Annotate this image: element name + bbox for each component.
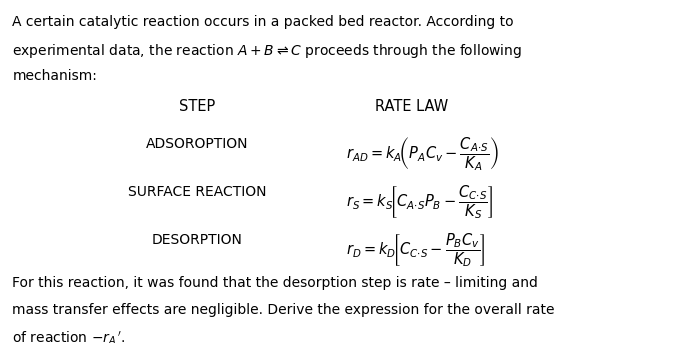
- Text: $r_D = k_D\!\left[C_{C{\cdot}S} - \dfrac{P_B C_v}{K_D}\right]$: $r_D = k_D\!\left[C_{C{\cdot}S} - \dfrac…: [346, 232, 486, 270]
- Text: mechanism:: mechanism:: [12, 69, 98, 83]
- Text: DESORPTION: DESORPTION: [152, 233, 243, 247]
- Text: of reaction $-r_A\,'$.: of reaction $-r_A\,'$.: [12, 329, 127, 343]
- Text: mass transfer effects are negligible. Derive the expression for the overall rate: mass transfer effects are negligible. De…: [12, 303, 555, 317]
- Text: $r_{AD} = k_A\!\left(P_A C_v - \dfrac{C_{A{\cdot}S}}{K_A}\right)$: $r_{AD} = k_A\!\left(P_A C_v - \dfrac{C_…: [346, 135, 499, 174]
- Text: STEP: STEP: [179, 99, 215, 115]
- Text: SURFACE REACTION: SURFACE REACTION: [128, 185, 266, 199]
- Text: $r_S = k_S\!\left[C_{A{\cdot}S}P_B - \dfrac{C_{C{\cdot}S}}{K_S}\right]$: $r_S = k_S\!\left[C_{A{\cdot}S}P_B - \df…: [346, 184, 493, 222]
- Text: ADSOROPTION: ADSOROPTION: [146, 137, 248, 151]
- Text: RATE LAW: RATE LAW: [375, 99, 448, 115]
- Text: A certain catalytic reaction occurs in a packed bed reactor. According to: A certain catalytic reaction occurs in a…: [12, 15, 514, 29]
- Text: For this reaction, it was found that the desorption step is rate – limiting and: For this reaction, it was found that the…: [12, 276, 538, 290]
- Text: experimental data, the reaction $\mathit{A} + \mathit{B} \rightleftharpoons \mat: experimental data, the reaction $\mathit…: [12, 42, 522, 60]
